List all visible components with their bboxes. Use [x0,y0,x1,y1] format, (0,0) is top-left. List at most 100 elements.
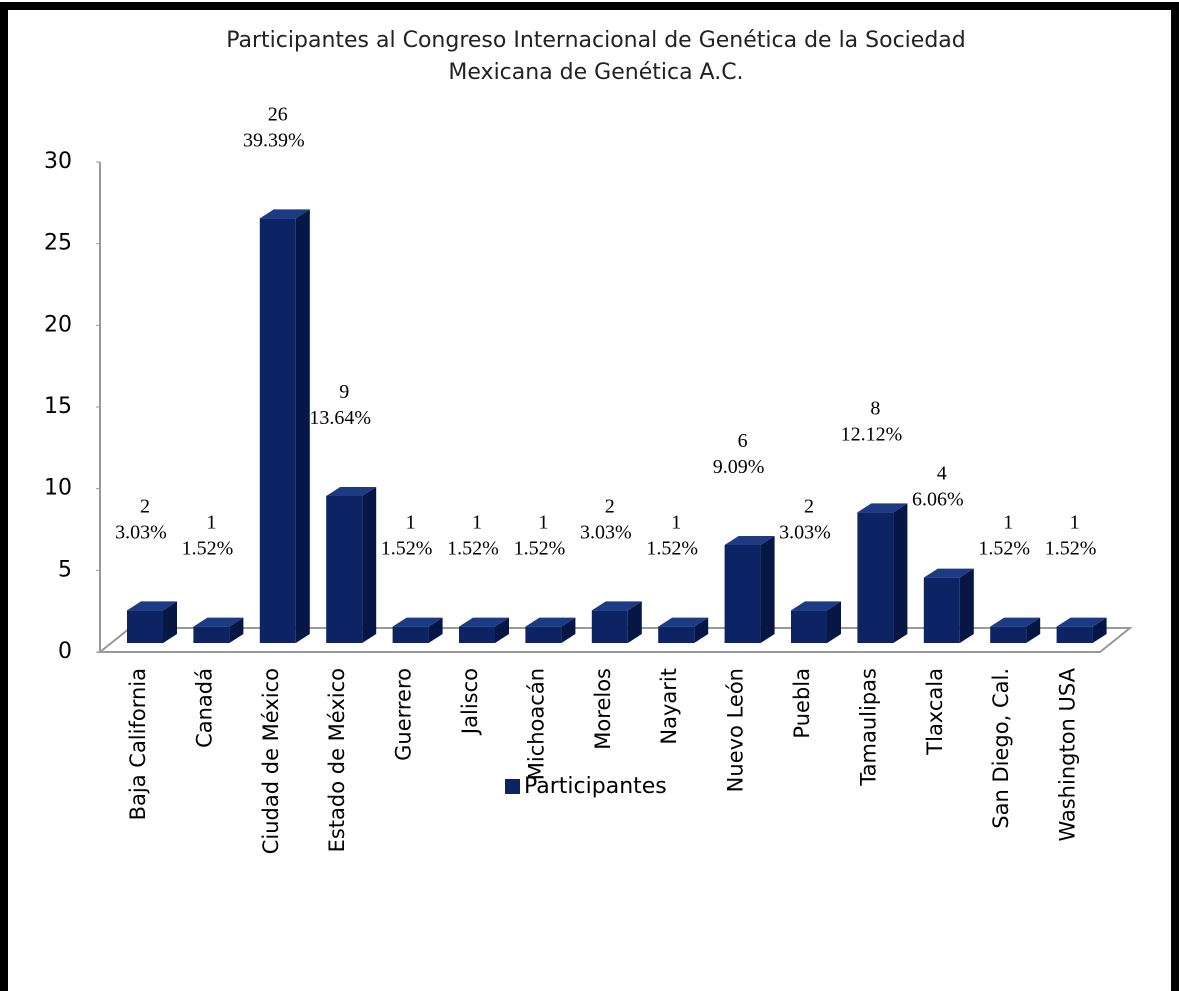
bar-front [724,545,761,643]
bar-front [591,610,628,643]
bar-side [893,503,908,643]
x-tick-label: Ciudad de México [259,668,283,854]
y-tick-label: 20 [44,312,72,337]
bar-top [259,209,310,219]
bar-top [326,487,377,496]
bar [525,617,576,643]
percent-label: 1.52% [1045,538,1097,560]
percent-label: 1.52% [646,538,698,560]
value-label: 1 [671,512,681,534]
bar [392,617,443,643]
bar [193,617,244,643]
bar-top [857,503,908,513]
bar-top [591,601,642,611]
bar-front [326,496,363,643]
x-tick-label: Canadá [192,668,216,748]
chart-title: Participantes al Congreso Internacional … [226,28,965,53]
percent-label: 12.12% [841,423,903,445]
bar-side [827,601,841,643]
bar-front [658,626,695,643]
value-label: 1 [206,512,216,534]
value-label: 1 [406,512,416,534]
y-tick-label: 30 [44,149,72,174]
bar-top [791,601,841,611]
x-tick-label: Guerrero [392,668,416,761]
value-label: 26 [268,103,288,125]
value-label: 1 [538,512,548,534]
bar-top [525,617,576,627]
bar-side [229,617,244,643]
bar-front [791,610,827,643]
bar-front [923,577,960,643]
bar [459,617,509,643]
legend-label: Participantes [524,774,667,799]
bar-front [990,626,1027,643]
value-label: 6 [738,430,748,452]
bar-side [760,536,775,643]
y-tick-label: 25 [44,231,72,256]
bar-front [259,218,296,644]
bar-top [127,601,177,611]
bar [127,601,177,643]
bar [791,601,841,643]
value-label: 8 [870,397,880,419]
x-tick-label: Michoacán [524,668,548,780]
bar-side [163,601,177,643]
percent-label: 1.52% [447,538,499,560]
x-tick-label: Tamaulipas [856,668,880,787]
bar-side [561,617,576,643]
value-label: 4 [937,463,947,485]
percent-label: 3.03% [115,521,167,543]
bar-top [193,617,244,627]
bar [259,209,310,644]
value-label: 1 [472,512,482,534]
bar-front [525,626,562,643]
legend-swatch [505,779,520,794]
bar-side [362,487,377,643]
x-tick-label: Estado de México [325,668,349,852]
x-tick-label: Jalisco [458,668,482,736]
x-tick-label: Puebla [790,668,814,739]
bar [658,617,709,643]
bar-side [959,568,974,643]
bar-side [1092,617,1107,643]
y-tick-label: 5 [58,557,72,582]
x-tick-label: Nayarit [657,668,681,745]
bar-top [923,568,974,578]
bar-front [1056,626,1093,643]
bar [857,503,908,643]
bar-front [127,610,163,643]
percent-label: 1.52% [381,538,433,560]
chart-title: Mexicana de Genética A.C. [448,60,743,85]
x-tick-label: San Diego, Cal. [989,668,1013,829]
value-label: 9 [339,381,349,403]
percent-label: 13.64% [309,407,371,429]
percent-label: 1.52% [182,538,234,560]
x-tick-label: Nuevo León [724,668,748,792]
percent-label: 1.52% [978,538,1030,560]
bar [591,601,642,643]
bar-front [193,626,230,643]
bar [990,617,1041,643]
value-label: 1 [1070,512,1080,534]
value-label: 2 [140,495,150,517]
y-tick-label: 0 [58,639,72,664]
bar-side [627,601,642,643]
bar-side [295,209,310,644]
bar-side [495,617,509,643]
bar-top [459,617,509,627]
percent-label: 1.52% [514,538,566,560]
bar-front [857,512,894,643]
percent-label: 39.39% [243,129,305,151]
bar-top [392,617,443,627]
x-tick-label: Morelos [591,668,615,750]
floor [97,627,1133,653]
bar-side [1026,617,1041,643]
bar-top [990,617,1041,627]
percent-label: 9.09% [713,456,765,478]
x-tick-label: Washington USA [1056,667,1080,841]
y-tick-label: 15 [44,394,72,419]
bar [326,487,377,643]
value-label: 1 [1003,512,1013,534]
